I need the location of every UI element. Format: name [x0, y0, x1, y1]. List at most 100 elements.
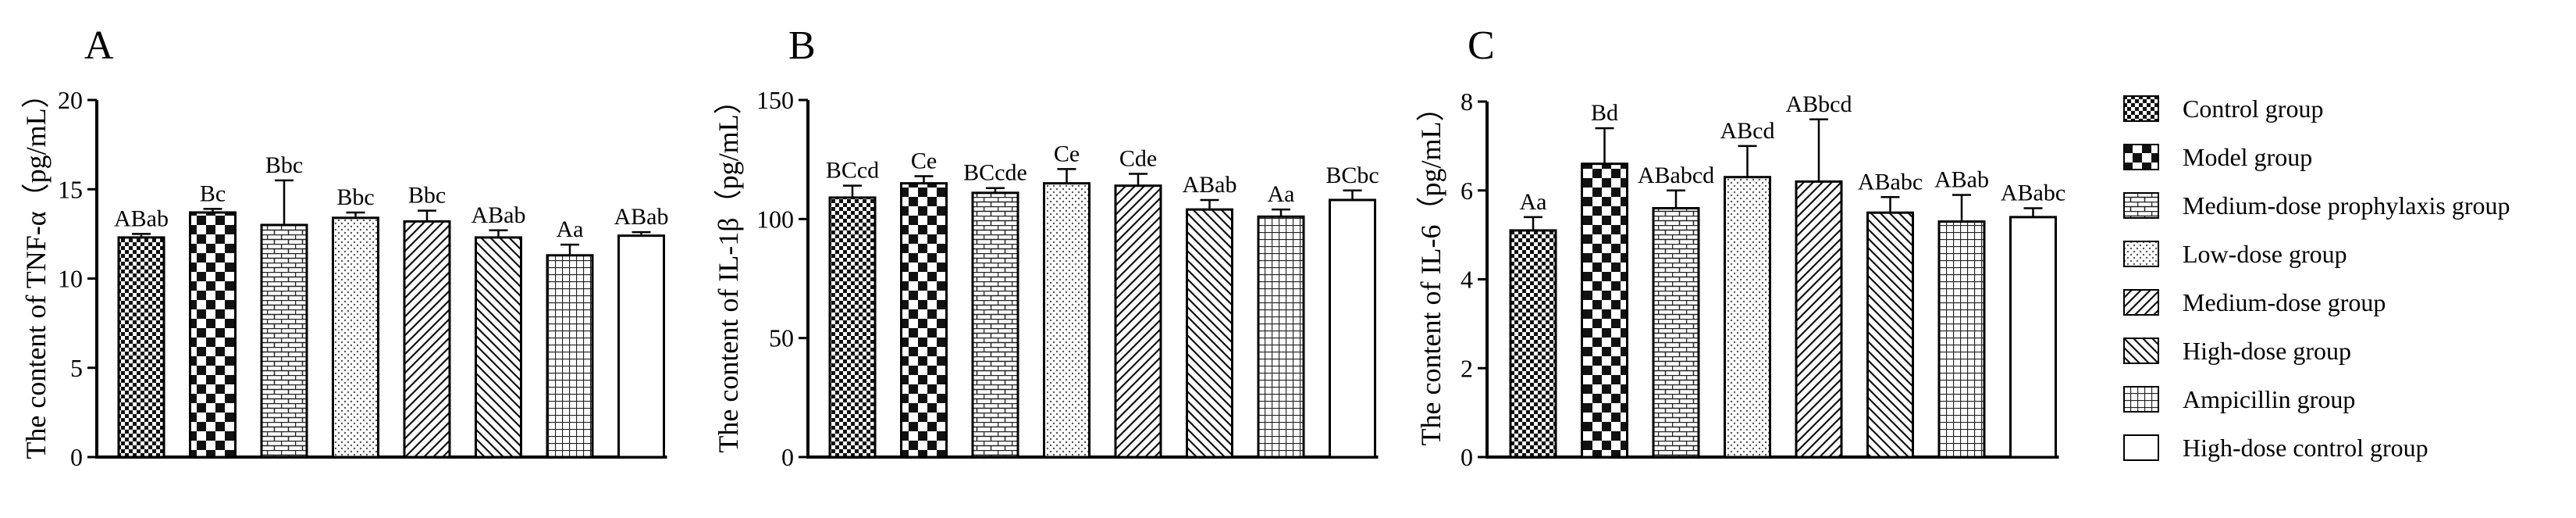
y-tick-label: 4: [1461, 266, 1473, 294]
panel-b: B The content of IL-1β（pg/mL） 0 50 100 150 B…: [713, 23, 1379, 471]
significance-label: ABab: [471, 202, 526, 228]
bar: [1257, 215, 1305, 459]
bar: [828, 196, 877, 459]
y-tick-label: 0: [70, 443, 83, 471]
legend-label: Medium-dose group: [2183, 288, 2386, 316]
significance-label: Aa: [1520, 189, 1547, 215]
significance-label: Ce: [1054, 141, 1080, 166]
significance-label: Bbc: [265, 152, 303, 178]
legend-swatch-ampicillin: [2123, 386, 2159, 413]
bar: [1186, 208, 1233, 459]
significance-label: BCcde: [963, 160, 1027, 186]
y-tick-label: 0: [781, 443, 794, 471]
bar: [260, 223, 308, 459]
bar: [1724, 176, 1771, 459]
legend-swatch-low-dose: [2123, 241, 2159, 267]
significance-label: ABab: [1934, 166, 1989, 192]
bar: [1114, 184, 1162, 459]
legend-swatch-high-dose: [2123, 338, 2159, 364]
y-tick-label: 15: [58, 175, 83, 203]
legend-swatch-medium-dose: [2123, 289, 2159, 316]
bar: [403, 220, 451, 459]
bar: [1937, 220, 1986, 459]
legend-label: Model group: [2183, 142, 2313, 171]
legend-label: High-dose control group: [2183, 433, 2428, 462]
significance-label: Bc: [200, 180, 226, 206]
bar: [1581, 163, 1628, 459]
bar: [971, 191, 1019, 459]
bar: [1652, 207, 1700, 459]
y-axis-label-il1b: The content of IL-1β（pg/mL）: [713, 86, 744, 452]
y-tick-label: 10: [58, 265, 83, 293]
plot-area-a: 0 5 10 15 20 ABab Bc Bbc Bbc Bbc ABab Aa ABab: [58, 86, 669, 471]
bar: [117, 236, 165, 459]
significance-label: ABabcd: [1638, 163, 1714, 188]
y-axis-label-il6: The content of IL-6（pg/mL）: [1415, 94, 1446, 446]
significance-label: ABabc: [2001, 180, 2065, 206]
legend-label: Control group: [2183, 94, 2324, 123]
bar: [1866, 211, 1914, 459]
bar: [1329, 198, 1376, 459]
legend-label: Low-dose group: [2183, 239, 2347, 268]
significance-label: Bbc: [408, 183, 446, 209]
legend-item: Medium-dose group: [2123, 278, 2576, 327]
y-tick-label: 5: [70, 354, 83, 382]
significance-label: Cde: [1119, 145, 1157, 171]
legend-item: High-dose group: [2123, 327, 2576, 375]
bar: [1509, 229, 1557, 459]
legend-item: Control group: [2123, 84, 2576, 133]
significance-label: ABabc: [1858, 169, 1923, 195]
significance-label: Aa: [1268, 181, 1295, 207]
y-axis-label-tnf: The content of TNF-α（pg/mL）: [20, 80, 52, 459]
significance-label: Bbc: [336, 184, 374, 210]
significance-label: BCcd: [826, 158, 879, 184]
legend: Control group Model group Medium-dose pr…: [2123, 84, 2576, 472]
legend-swatch-model: [2123, 144, 2159, 170]
legend-item: Model group: [2123, 133, 2576, 181]
y-tick-label: 100: [756, 205, 794, 233]
bar: [546, 254, 594, 459]
significance-label: ABab: [614, 204, 669, 230]
legend-swatch-prophylaxis: [2123, 192, 2159, 219]
bar: [332, 216, 379, 459]
legend-item: High-dose control group: [2123, 423, 2576, 472]
significance-label: ABab: [1183, 172, 1237, 198]
legend-label: Ampicillin group: [2183, 384, 2356, 413]
legend-label: Medium-dose prophylaxis group: [2183, 191, 2510, 220]
legend-item: Ampicillin group: [2123, 375, 2576, 423]
y-tick-label: 6: [1461, 177, 1473, 205]
legend-item: Medium-dose prophylaxis group: [2123, 181, 2576, 230]
panel-letter-b: B: [788, 23, 816, 68]
significance-label: BCbc: [1325, 163, 1379, 188]
panel-c: C The content of IL-6（pg/mL） 0 2 4 6 8 Aa Bd AB…: [1415, 23, 2065, 471]
y-tick-label: 20: [58, 86, 83, 114]
significance-label: ABbcd: [1786, 91, 1852, 117]
bar: [1795, 180, 1843, 459]
y-tick-label: 150: [756, 86, 794, 114]
bar: [475, 236, 522, 459]
bar: [1043, 182, 1091, 459]
y-tick-label: 0: [1461, 443, 1473, 471]
significance-label: ABcd: [1720, 118, 1775, 144]
significance-label: Ce: [911, 148, 937, 173]
y-tick-label: 50: [769, 324, 794, 352]
significance-label: Aa: [557, 216, 584, 242]
bar: [900, 182, 948, 459]
legend-swatch-control: [2123, 95, 2159, 122]
bar: [617, 234, 665, 459]
y-tick-label: 8: [1461, 88, 1473, 116]
plot-area-b: 0 50 100 150 BCcd Ce BCcde Ce Cde ABab Aa BCbc: [756, 86, 1379, 471]
panel-a: A The content of TNF-α（pg/mL） 0 5 10 15 20 AB…: [20, 23, 669, 471]
significance-label: ABab: [114, 205, 169, 231]
panel-letter-a: A: [84, 23, 114, 68]
legend-label: High-dose group: [2183, 336, 2351, 365]
significance-label: Bd: [1591, 100, 1618, 126]
bar: [189, 211, 237, 459]
panel-letter-c: C: [1468, 23, 1495, 68]
bar: [2009, 216, 2057, 459]
y-tick-label: 2: [1461, 354, 1473, 382]
legend-item: Low-dose group: [2123, 230, 2576, 278]
legend-swatch-high-dose-control: [2123, 434, 2159, 461]
